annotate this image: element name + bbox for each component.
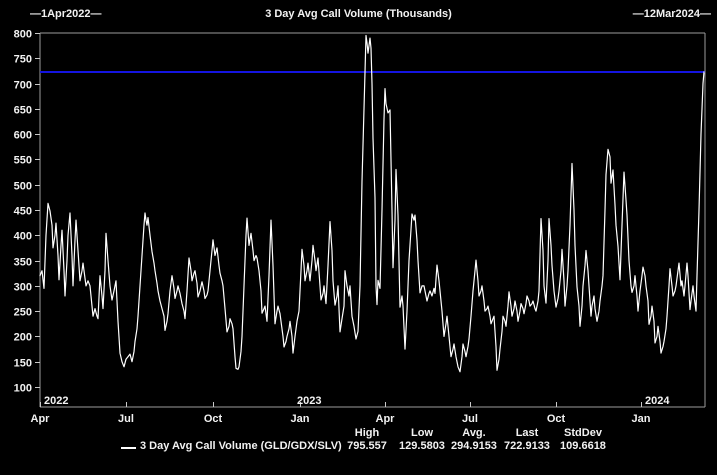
x-axis-month-label: Oct: [204, 413, 223, 425]
y-axis-label: 750: [14, 54, 32, 66]
stat-value-stddev: 109.6618: [560, 440, 606, 452]
chart-title: 3 Day Avg Call Volume (Thousands): [265, 8, 452, 20]
volume-line-series: [39, 34, 705, 373]
x-axis-year-label: 2023: [297, 395, 321, 407]
x-axis-year-label: 2024: [645, 395, 670, 407]
stat-header-stddev: StdDev: [564, 427, 602, 439]
x-axis-month-label: Oct: [547, 413, 566, 425]
y-axis-label: 200: [14, 332, 32, 344]
start-date-marker: —1Apr2022—: [30, 8, 102, 20]
y-axis-label: 550: [14, 155, 32, 167]
stat-value-high: 795.557: [347, 440, 387, 452]
y-axis-label: 100: [14, 383, 32, 395]
x-axis-month-label: Jan: [632, 413, 651, 425]
x-axis-year-label: 2022: [44, 395, 68, 407]
y-axis-label: 250: [14, 307, 32, 319]
stat-value-last: 722.9133: [504, 440, 550, 452]
x-axis-month-label: Jan: [291, 413, 310, 425]
stat-value-avg: 294.9153: [451, 440, 497, 452]
y-axis-label: 150: [14, 358, 32, 370]
legend-series-label: 3 Day Avg Call Volume (GLD/GDX/SLV): [140, 440, 342, 452]
legend-line-sample: [121, 447, 136, 449]
y-axis-label: 500: [14, 181, 32, 193]
stat-header-low: Low: [411, 427, 433, 439]
x-axis-month-label: Apr: [31, 413, 51, 425]
y-axis-label: 400: [14, 231, 32, 243]
y-axis-label: 300: [14, 282, 32, 294]
y-axis-label: 800: [14, 29, 32, 41]
stat-header-avg: Avg.: [462, 427, 486, 439]
y-axis-label: 600: [14, 130, 32, 142]
y-axis-label: 350: [14, 257, 32, 269]
end-date-marker: —12Mar2024—: [632, 8, 711, 20]
x-axis-month-label: Apr: [376, 413, 396, 425]
stat-header-last: Last: [515, 427, 539, 439]
y-axis-label: 650: [14, 105, 32, 117]
x-axis-month-label: Jul: [462, 413, 478, 425]
stat-value-low: 129.5803: [399, 440, 445, 452]
y-axis-label: 450: [14, 206, 32, 218]
y-axis-label: 700: [14, 80, 32, 92]
x-axis-month-label: Jul: [118, 413, 134, 425]
stat-header-high: High: [354, 427, 380, 439]
